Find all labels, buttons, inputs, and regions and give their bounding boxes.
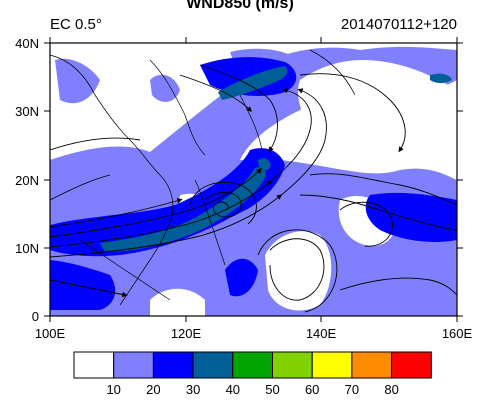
colorbar-swatch <box>311 351 353 379</box>
colorbar-label: 80 <box>384 382 398 397</box>
figure-title: WND850 (m/s) <box>186 0 294 12</box>
model-label: EC 0.5° <box>50 16 102 33</box>
axis-ticks <box>44 37 463 322</box>
x-tick-label: 100E <box>35 326 66 341</box>
y-tick-label: 20N <box>15 173 39 188</box>
colorbar-swatch <box>351 351 393 379</box>
colorbar-label: 10 <box>106 382 120 397</box>
y-tick-label: 40N <box>15 36 39 51</box>
colorbar-label: 50 <box>265 382 279 397</box>
map-panel <box>50 43 457 316</box>
colorbar-swatch <box>192 351 234 379</box>
colorbar-label: 70 <box>345 382 359 397</box>
colorbar-swatch <box>232 351 274 379</box>
wind-30-40-shading <box>100 66 452 252</box>
forecast-time-label: 2014070112+120 <box>341 16 457 33</box>
y-tick-label: 0 <box>32 309 39 324</box>
colorbar-label: 40 <box>226 382 240 397</box>
colorbar-swatch <box>272 351 313 379</box>
colorbar-label: 20 <box>146 382 160 397</box>
colorbar-swatch <box>113 351 154 379</box>
streamlines <box>50 64 457 313</box>
colorbar-label: 30 <box>186 382 200 397</box>
y-tick-label: 10N <box>15 241 39 256</box>
x-tick-label: 120E <box>171 326 202 341</box>
x-tick-label: 160E <box>442 326 473 341</box>
colorbar-swatch <box>391 351 432 379</box>
colorbar-swatch <box>73 351 115 379</box>
coastlines <box>50 49 356 306</box>
colorbar: 10 20 30 40 50 60 70 80 <box>73 351 432 397</box>
colorbar-swatch <box>152 351 194 379</box>
y-tick-label: 30N <box>15 104 39 119</box>
wind-20-30-shading <box>50 57 457 310</box>
colorbar-label: 60 <box>305 382 319 397</box>
x-tick-label: 140E <box>306 326 337 341</box>
